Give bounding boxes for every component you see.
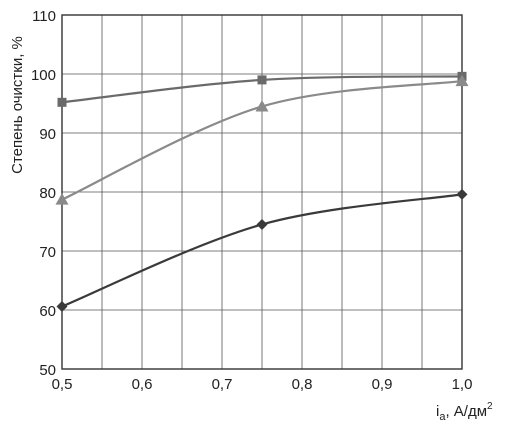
- x-tick-label: 0,8: [292, 376, 313, 393]
- data-point-square: [57, 97, 67, 107]
- x-axis-label-main: i: [436, 403, 439, 420]
- y-axis-label: Степень очистки, %: [9, 36, 26, 174]
- data-point-triangle: [255, 99, 269, 112]
- data-point-square: [257, 75, 267, 85]
- x-tick-label: 0,5: [52, 376, 73, 393]
- y-tick-label: 50: [39, 362, 56, 379]
- x-tick-label: 0,9: [372, 376, 393, 393]
- data-point-triangle: [55, 193, 69, 205]
- series-triangle: [55, 74, 469, 205]
- x-tick-label: 0,6: [132, 376, 153, 393]
- y-tick-label: 70: [39, 244, 56, 261]
- data-point-diamond: [456, 188, 468, 200]
- data-point-triangle: [455, 74, 469, 87]
- data-point-diamond: [256, 218, 268, 230]
- y-tick-label: 100: [31, 67, 56, 84]
- series-diamond: [56, 188, 468, 312]
- x-axis-label-unit: , А/дм: [445, 403, 487, 420]
- x-tick-label: 1,0: [452, 376, 473, 393]
- x-axis-label-superscript: 2: [487, 401, 493, 412]
- y-tick-label: 80: [39, 185, 56, 202]
- x-axis-label-subscript: а: [439, 411, 446, 423]
- series-layer: [55, 71, 469, 312]
- data-point-diamond: [56, 300, 68, 312]
- grid: [61, 14, 463, 370]
- x-tick-label: 0,7: [212, 376, 233, 393]
- x-axis-label: iа, А/дм2: [436, 401, 493, 423]
- y-tick-label: 90: [39, 126, 56, 143]
- tick-labels: 50 60 70 80 90 100 110 0,5 0,6 0,7 0,8 0,9 1,0: [31, 8, 472, 393]
- y-tick-label: 110: [32, 8, 56, 25]
- y-tick-label: 60: [39, 303, 56, 320]
